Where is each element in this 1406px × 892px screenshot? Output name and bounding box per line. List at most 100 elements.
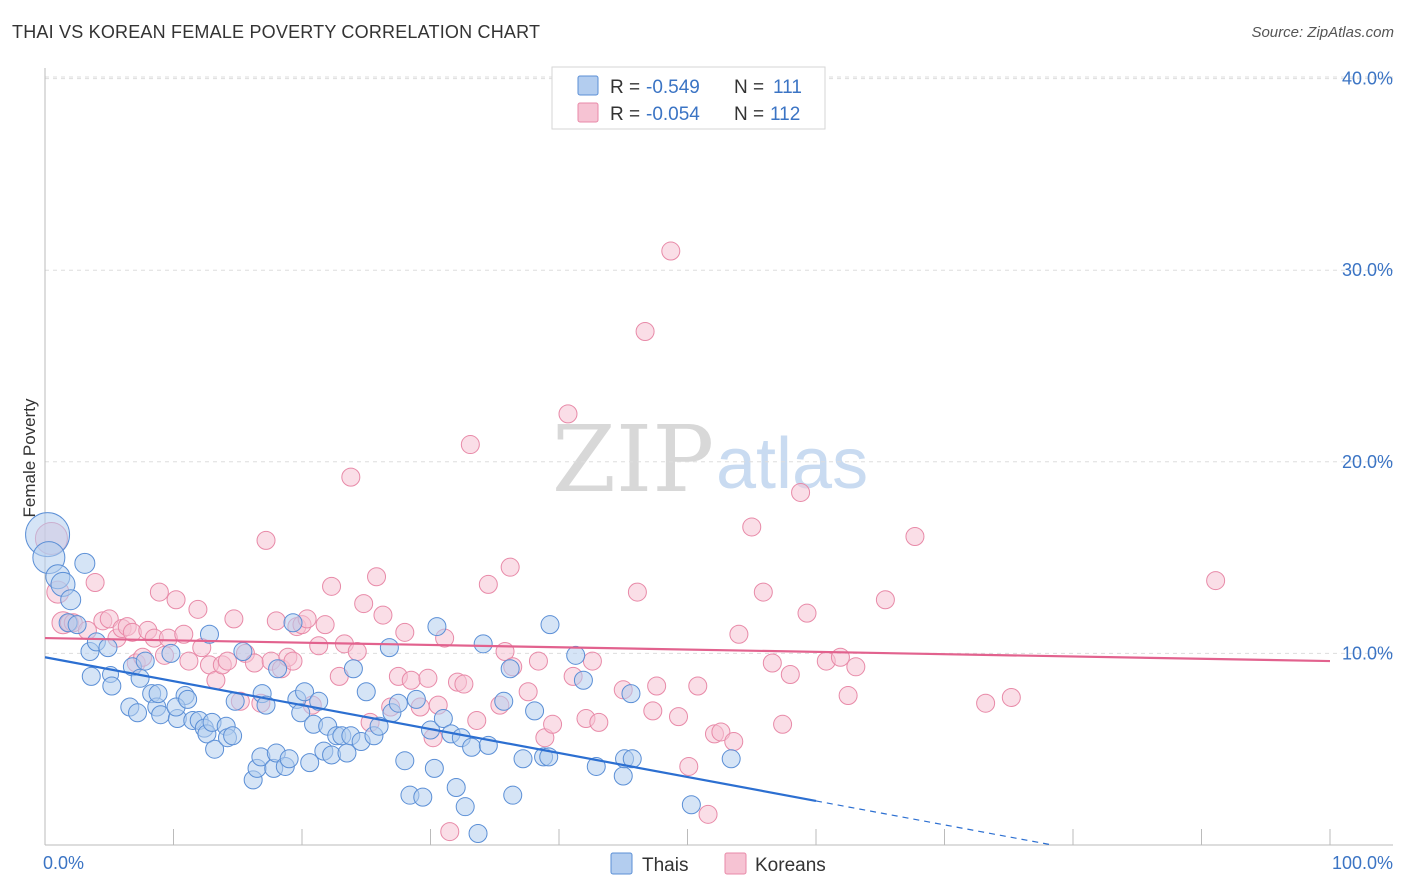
thai-point [135, 651, 155, 671]
legend-r-label-thais: R = [610, 77, 640, 98]
korean-trend-line [44, 636, 1331, 663]
korean-point [309, 636, 329, 656]
korean-point [688, 676, 708, 696]
korean-point [679, 756, 699, 776]
thai-trend-extension [815, 800, 1054, 846]
korean-point [179, 651, 199, 671]
korean-point [846, 657, 866, 677]
thai-point [388, 693, 408, 713]
thai-point [468, 824, 488, 844]
thai-point [369, 716, 389, 736]
thai-point [500, 659, 520, 679]
thai-point [128, 703, 148, 723]
thai-point [74, 552, 96, 574]
thai-point [613, 766, 633, 786]
gridlines [45, 76, 1393, 654]
korean-point [976, 693, 996, 713]
series-legend: Thais Koreans [610, 852, 826, 876]
korean-point [99, 609, 119, 629]
thai-point [161, 643, 181, 663]
y-tick-label: 30.0% [1342, 260, 1393, 280]
korean-point [283, 651, 303, 671]
legend-n-label-koreans: N = [734, 104, 764, 125]
y-tick-labels: 10.0% 20.0% 30.0% 40.0% [1342, 69, 1393, 664]
korean-point [347, 641, 367, 661]
thai-point [295, 682, 315, 702]
x-tick-label-max: 100.0% [1332, 853, 1393, 873]
chart-title: THAI VS KOREAN FEMALE POVERTY CORRELATIO… [12, 22, 541, 42]
thai-point [525, 701, 545, 721]
series-legend-label-koreans: Koreans [755, 855, 826, 876]
thai-point [721, 749, 741, 769]
legend-n-value-thais: 111 [773, 77, 802, 98]
korean-point [1001, 687, 1021, 707]
korean-point [838, 686, 858, 706]
thai-point [300, 753, 320, 773]
korean-point [367, 567, 387, 587]
korean-point [905, 527, 925, 547]
series-legend-swatch-koreans [724, 852, 747, 875]
korean-point [698, 804, 718, 824]
legend-r-label-koreans: R = [610, 104, 640, 125]
y-axis-title: Female Poverty [20, 398, 39, 518]
korean-point [217, 651, 237, 671]
legend-r-value-thais: -0.549 [646, 77, 700, 98]
y-tick-label: 20.0% [1342, 452, 1393, 472]
korean-point [643, 701, 663, 721]
thai-point [395, 751, 415, 771]
korean-point [729, 624, 749, 644]
thai-point [67, 615, 87, 635]
thai-point [130, 668, 150, 688]
thai-point [413, 787, 433, 807]
korean-point [711, 722, 731, 742]
korean-point [401, 670, 421, 690]
korean-point [773, 714, 793, 734]
thai-point [233, 641, 253, 661]
thai-point [540, 615, 560, 635]
korean-point [762, 653, 782, 673]
korean-point [85, 573, 105, 593]
thai-point [433, 709, 453, 729]
thai-point [621, 684, 641, 704]
axes [44, 68, 1393, 846]
korean-point [373, 605, 393, 625]
thai-point [503, 785, 523, 805]
korean-point [149, 582, 169, 602]
korean-point [635, 322, 655, 342]
thai-point [148, 684, 168, 704]
thai-point [356, 682, 376, 702]
korean-point [543, 714, 563, 734]
korean-point [467, 710, 487, 730]
thai-point [681, 795, 701, 815]
thai-point [406, 689, 426, 709]
thai-points [25, 512, 741, 844]
thai-point [424, 758, 444, 778]
korean-point [582, 651, 602, 671]
korean-point [661, 241, 681, 261]
korean-point [315, 615, 335, 635]
korean-point [528, 651, 548, 671]
thai-point [379, 638, 399, 658]
korean-point [558, 404, 578, 424]
korean-point [791, 482, 811, 502]
korean-point [669, 707, 689, 727]
correlation-legend: R = -0.549 N = 111 R = -0.054 N = 112 [551, 66, 826, 130]
korean-point [875, 590, 895, 610]
thai-point [343, 659, 363, 679]
korean-point [395, 622, 415, 642]
source-label: Source: ZipAtlas.com [1251, 24, 1394, 41]
thai-point [455, 797, 475, 817]
watermark-zip: ZIP [552, 406, 714, 513]
korean-point [1206, 571, 1226, 591]
korean-point [354, 594, 374, 614]
legend-swatch-thais [577, 75, 599, 96]
korean-point [341, 467, 361, 487]
thai-point [81, 666, 101, 686]
thai-point [268, 659, 288, 679]
thai-point [283, 613, 303, 633]
thai-point [205, 739, 225, 759]
korean-point [797, 603, 817, 623]
korean-point [460, 435, 480, 455]
thai-point [102, 676, 122, 696]
